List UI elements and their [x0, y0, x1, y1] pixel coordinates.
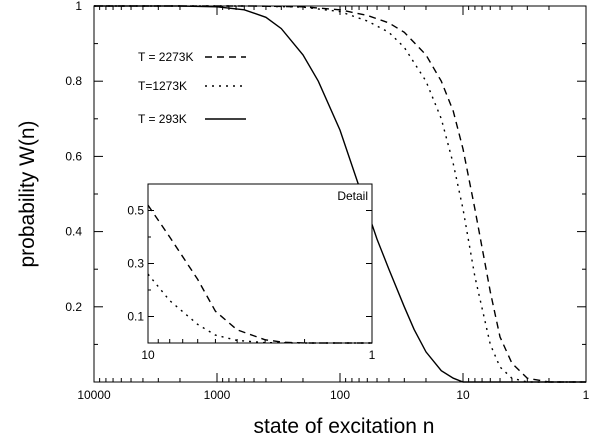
y-tick-label: 1	[75, 0, 82, 13]
inset-y-tick-label: 0.5	[127, 204, 144, 218]
y-axis-label: probability W(n)	[16, 120, 39, 267]
x-tick-label: 100	[330, 388, 350, 402]
inset-y-tick-label: 0.3	[127, 257, 144, 271]
x-tick-label: 10000	[77, 388, 111, 402]
inset-x-tick-label: 10	[141, 348, 155, 362]
x-tick-label: 10	[456, 388, 470, 402]
inset-x-tick-label: 1	[369, 348, 376, 362]
inset-series-line-dashed	[147, 204, 372, 344]
y-tick-label: 0.2	[65, 300, 82, 314]
inset-y-tick-label: 0.1	[127, 310, 144, 324]
inset-title: Detail	[337, 189, 368, 203]
legend-label: T=1273K	[138, 79, 187, 93]
legend-label: T = 2273K	[138, 50, 194, 64]
x-axis-label: state of excitation n	[254, 415, 435, 438]
legend-label: T = 293K	[138, 112, 187, 126]
y-tick-label: 0.8	[65, 74, 82, 88]
main-series-line-solid	[94, 5, 586, 383]
y-tick-label: 0.6	[65, 149, 82, 163]
x-tick-label: 1	[583, 388, 590, 402]
x-tick-label: 1000	[204, 388, 231, 402]
main-series-line-dotted	[94, 5, 586, 383]
inset-frame	[147, 183, 373, 344]
inset-plot: Detail 0.1 0.3 0.5 10 1	[127, 183, 376, 362]
y-tick-label: 0.4	[65, 225, 82, 239]
main-plot: 10000 1000 100 10 1 0.2 0.4 0.6 0.8 1 state of exc…	[16, 0, 590, 438]
